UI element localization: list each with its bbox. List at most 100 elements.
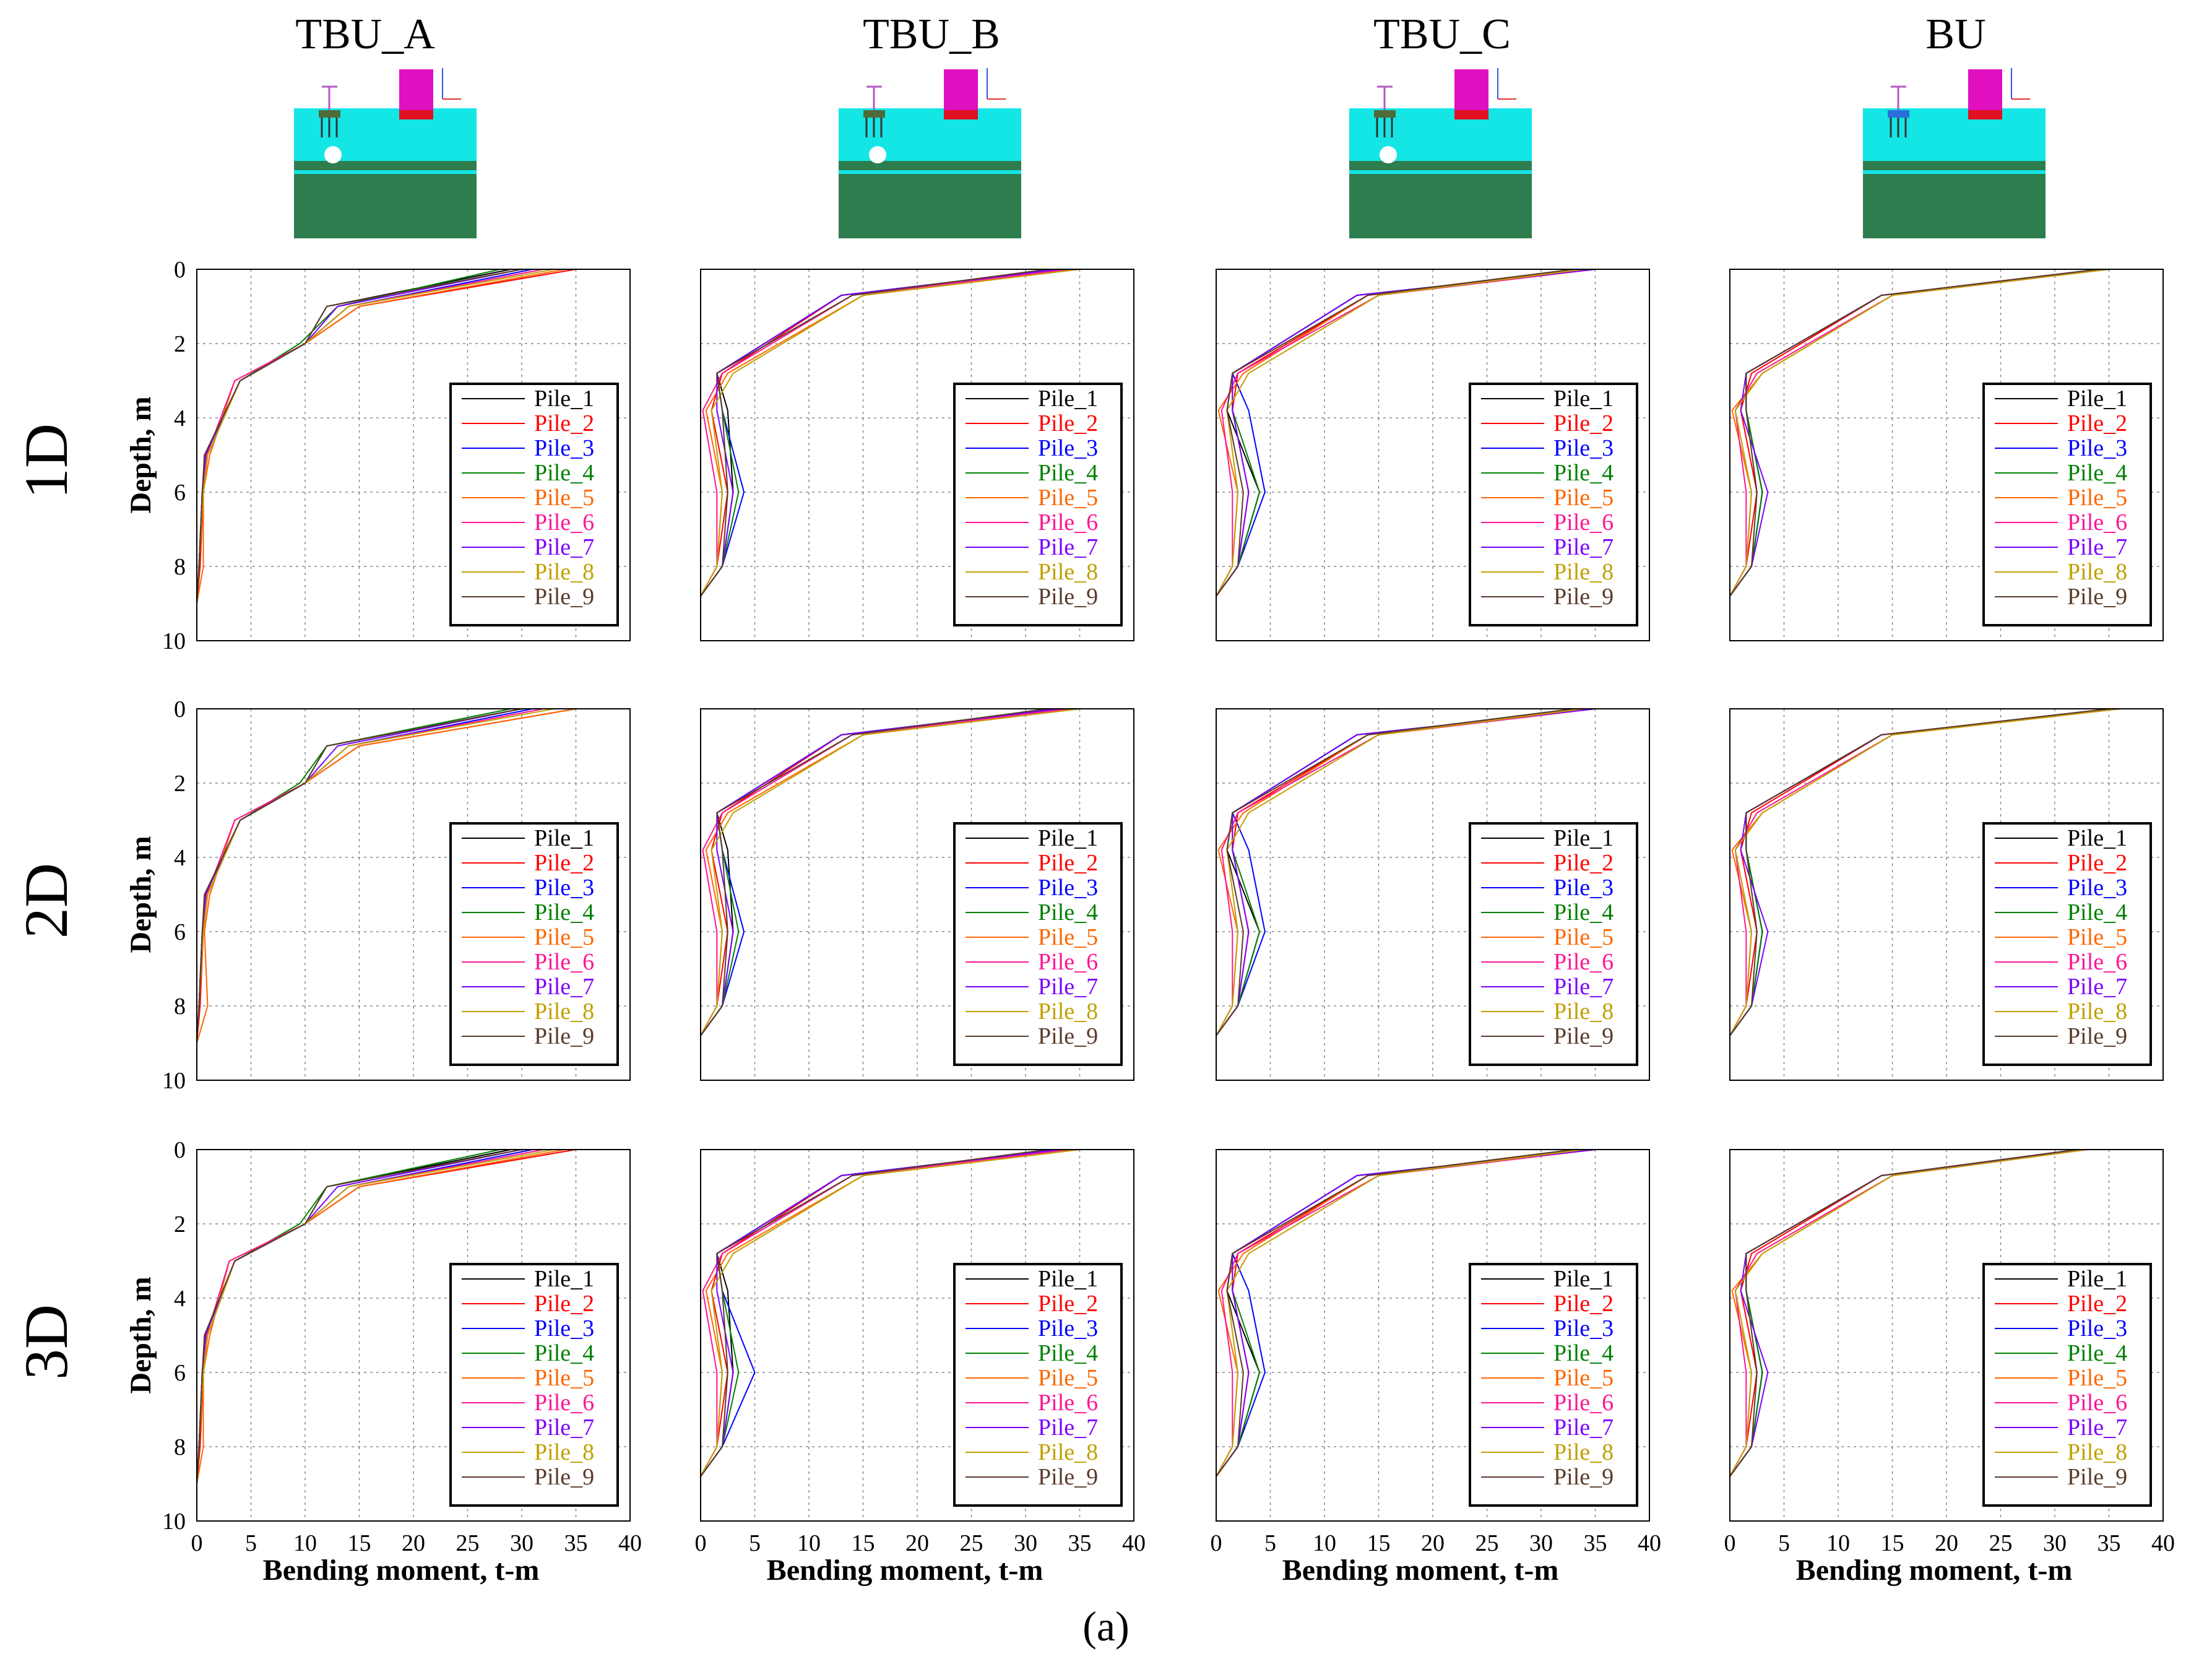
legend: Pile_1Pile_2Pile_3Pile_4Pile_5Pile_6Pile… — [953, 383, 1123, 626]
y-tick-label: 8 — [174, 1434, 186, 1460]
legend-label: Pile_1 — [534, 825, 594, 851]
legend-label: Pile_1 — [534, 1266, 594, 1292]
schematic-bu — [1863, 68, 2046, 238]
legend-label: Pile_4 — [1553, 899, 1614, 925]
schematic-building — [399, 69, 433, 116]
legend-label: Pile_1 — [1038, 386, 1098, 412]
plot-frame — [700, 1149, 1134, 1522]
row-label-1d: 1D — [12, 423, 80, 499]
legend-label: Pile_1 — [1553, 1266, 1614, 1292]
x-tick-label: 15 — [348, 1530, 371, 1556]
legend-label: Pile_8 — [534, 559, 594, 585]
x-tick-label: 0 — [1724, 1530, 1736, 1556]
schematic-soil-interface — [839, 170, 1021, 174]
legend-label: Pile_4 — [1038, 460, 1098, 486]
legend-label: Pile_5 — [1038, 924, 1098, 950]
legend-label: Pile_9 — [1553, 584, 1614, 610]
schematic-pile-cap — [1888, 110, 1909, 118]
legend-label: Pile_8 — [2067, 999, 2127, 1025]
legend-label: Pile_6 — [1553, 949, 1614, 975]
y-tick-label: 4 — [174, 1286, 186, 1312]
x-axis-label: Bending moment, t-m — [1282, 1554, 1559, 1587]
y-tick-label: 0 — [174, 1137, 186, 1163]
x-tick-label: 0 — [695, 1530, 707, 1556]
legend-label: Pile_2 — [534, 850, 594, 876]
panel-tbu_b-row1: Pile_1Pile_2Pile_3Pile_4Pile_5Pile_6Pile… — [700, 269, 1134, 641]
y-axis-label: Depth, m — [124, 396, 157, 513]
x-tick-label: 0 — [1211, 1530, 1222, 1556]
series-line-pile-9 — [1729, 1149, 2077, 1477]
legend-label: Pile_5 — [1553, 485, 1614, 511]
series-line-pile-8 — [1729, 1149, 2088, 1477]
x-axis-label: Bending moment, t-m — [1796, 1554, 2073, 1587]
legend-label: Pile_6 — [1553, 509, 1614, 535]
legend-label: Pile_3 — [1038, 1315, 1098, 1341]
legend: Pile_1Pile_2Pile_3Pile_4Pile_5Pile_6Pile… — [1469, 383, 1638, 626]
x-tick-label: 35 — [1068, 1530, 1092, 1556]
legend: Pile_1Pile_2Pile_3Pile_4Pile_5Pile_6Pile… — [449, 1263, 619, 1507]
legend-label: Pile_8 — [534, 999, 594, 1025]
legend-label: Pile_7 — [2067, 1415, 2127, 1441]
legend-label: Pile_8 — [2067, 1439, 2127, 1465]
legend-label: Pile_5 — [1038, 1365, 1098, 1391]
legend-label: Pile_7 — [1553, 534, 1614, 560]
schematic-foundation — [1968, 110, 2002, 119]
x-tick-label: 30 — [2043, 1530, 2067, 1556]
legend-label: Pile_3 — [1038, 875, 1098, 901]
panel-tbu_b-row2: Pile_1Pile_2Pile_3Pile_4Pile_5Pile_6Pile… — [700, 708, 1134, 1081]
y-tick-label: 6 — [174, 1360, 186, 1386]
legend: Pile_1Pile_2Pile_3Pile_4Pile_5Pile_6Pile… — [1982, 383, 2152, 626]
column-title-tbu-c: TBU_C — [1373, 11, 1511, 58]
schematic-tbu-b — [839, 68, 1021, 238]
y-tick-label: 2 — [174, 331, 186, 357]
legend: Pile_1Pile_2Pile_3Pile_4Pile_5Pile_6Pile… — [1982, 1263, 2152, 1507]
legend-label: Pile_6 — [534, 509, 594, 535]
x-tick-label: 20 — [1935, 1530, 1958, 1556]
plot-frame — [700, 708, 1134, 1081]
y-tick-label: 10 — [162, 1068, 186, 1094]
legend-label: Pile_4 — [534, 1340, 594, 1366]
x-tick-label: 15 — [1881, 1530, 1904, 1556]
figure-caption: (a) — [1082, 1603, 1129, 1650]
legend-label: Pile_6 — [2067, 509, 2127, 535]
legend-label: Pile_2 — [2067, 850, 2127, 876]
panel-tbu_c-row2: Pile_1Pile_2Pile_3Pile_4Pile_5Pile_6Pile… — [1216, 708, 1650, 1081]
plot-frame — [1216, 708, 1650, 1081]
panel-tbu_b-row3: 0 5 10 15 20 25 30 35 40 Bending moment, t-m Pile_… — [695, 1149, 1146, 1587]
legend-label: Pile_5 — [1553, 924, 1614, 950]
legend-label: Pile_9 — [1553, 1023, 1614, 1049]
legend-label: Pile_7 — [2067, 974, 2127, 1000]
y-axis-label: Depth, m — [124, 1276, 157, 1393]
legend-label: Pile_6 — [2067, 949, 2127, 975]
schematic-soil-interface — [1349, 170, 1532, 174]
legend-label: Pile_9 — [2067, 1464, 2127, 1490]
x-tick-label: 0 — [191, 1530, 203, 1556]
schematic-tunnel — [1380, 146, 1397, 163]
legend-label: Pile_7 — [534, 1415, 594, 1441]
y-tick-label: 10 — [162, 1509, 186, 1535]
legend-label: Pile_2 — [1038, 1291, 1098, 1317]
legend-label: Pile_3 — [1038, 435, 1098, 461]
legend-label: Pile_9 — [1038, 1464, 1098, 1490]
row-label-2d: 2D — [12, 863, 80, 938]
y-tick-label: 8 — [174, 994, 186, 1020]
x-tick-label: 10 — [1826, 1530, 1850, 1556]
series-line-pile-8 — [700, 1149, 1080, 1477]
legend-box — [953, 1263, 1123, 1507]
y-tick-label: 2 — [174, 1211, 186, 1237]
series-line-pile-9 — [700, 269, 1048, 597]
plot-frame — [1729, 269, 2164, 641]
y-tick-label: 8 — [174, 554, 186, 580]
x-tick-label: 20 — [905, 1530, 929, 1556]
legend-label: Pile_3 — [1553, 875, 1614, 901]
schematic-foundation — [399, 110, 433, 119]
schematics-group — [294, 68, 2046, 238]
plot-frame — [196, 269, 631, 641]
legend-label: Pile_2 — [534, 1291, 594, 1317]
x-tick-label: 15 — [852, 1530, 875, 1556]
legend-label: Pile_6 — [1038, 1390, 1098, 1416]
legend-label: Pile_3 — [2067, 1315, 2127, 1341]
legend-label: Pile_1 — [1038, 1266, 1098, 1292]
legend-label: Pile_6 — [534, 1390, 594, 1416]
